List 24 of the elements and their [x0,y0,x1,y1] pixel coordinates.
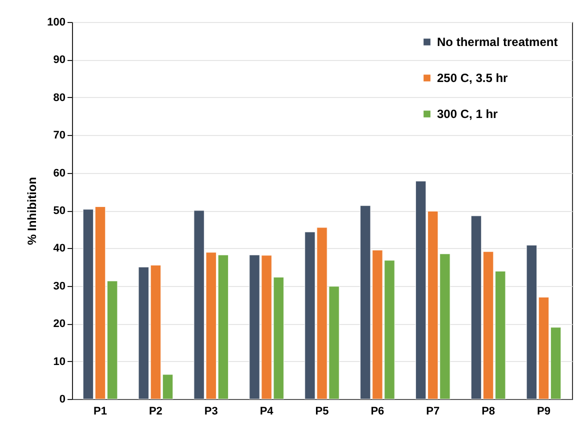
legend-label: 250 C, 3.5 hr [437,71,508,85]
y-tick-label: 40 [53,242,66,255]
legend-label: No thermal treatment [437,35,558,49]
x-tick-label: P2 [148,406,162,418]
legend-label: 300 C, 1 hr [437,107,498,121]
x-tick-label: P3 [204,406,218,418]
y-tick-label: 10 [53,356,66,368]
x-tick-label: P7 [426,406,440,418]
x-tick-label: P4 [260,406,274,418]
y-tick-label: 50 [53,205,66,217]
y-tick-label: 30 [53,280,66,292]
x-tick-label: P1 [94,406,108,418]
y-tick-label: 100 [47,16,66,28]
y-axis-title: % Inhibition [25,177,40,245]
y-tick-label: 70 [53,130,66,142]
y-tick-label: 60 [53,167,66,180]
y-tick-label: 20 [53,318,66,330]
x-tick-label: P6 [370,406,384,418]
x-tick-label: P9 [536,406,550,418]
x-tick-label: P8 [482,406,496,418]
y-tick-label: 80 [53,92,66,104]
y-tick-label: 90 [53,54,66,66]
y-tick-label: 0 [59,394,66,406]
x-tick-label: P5 [315,406,329,418]
